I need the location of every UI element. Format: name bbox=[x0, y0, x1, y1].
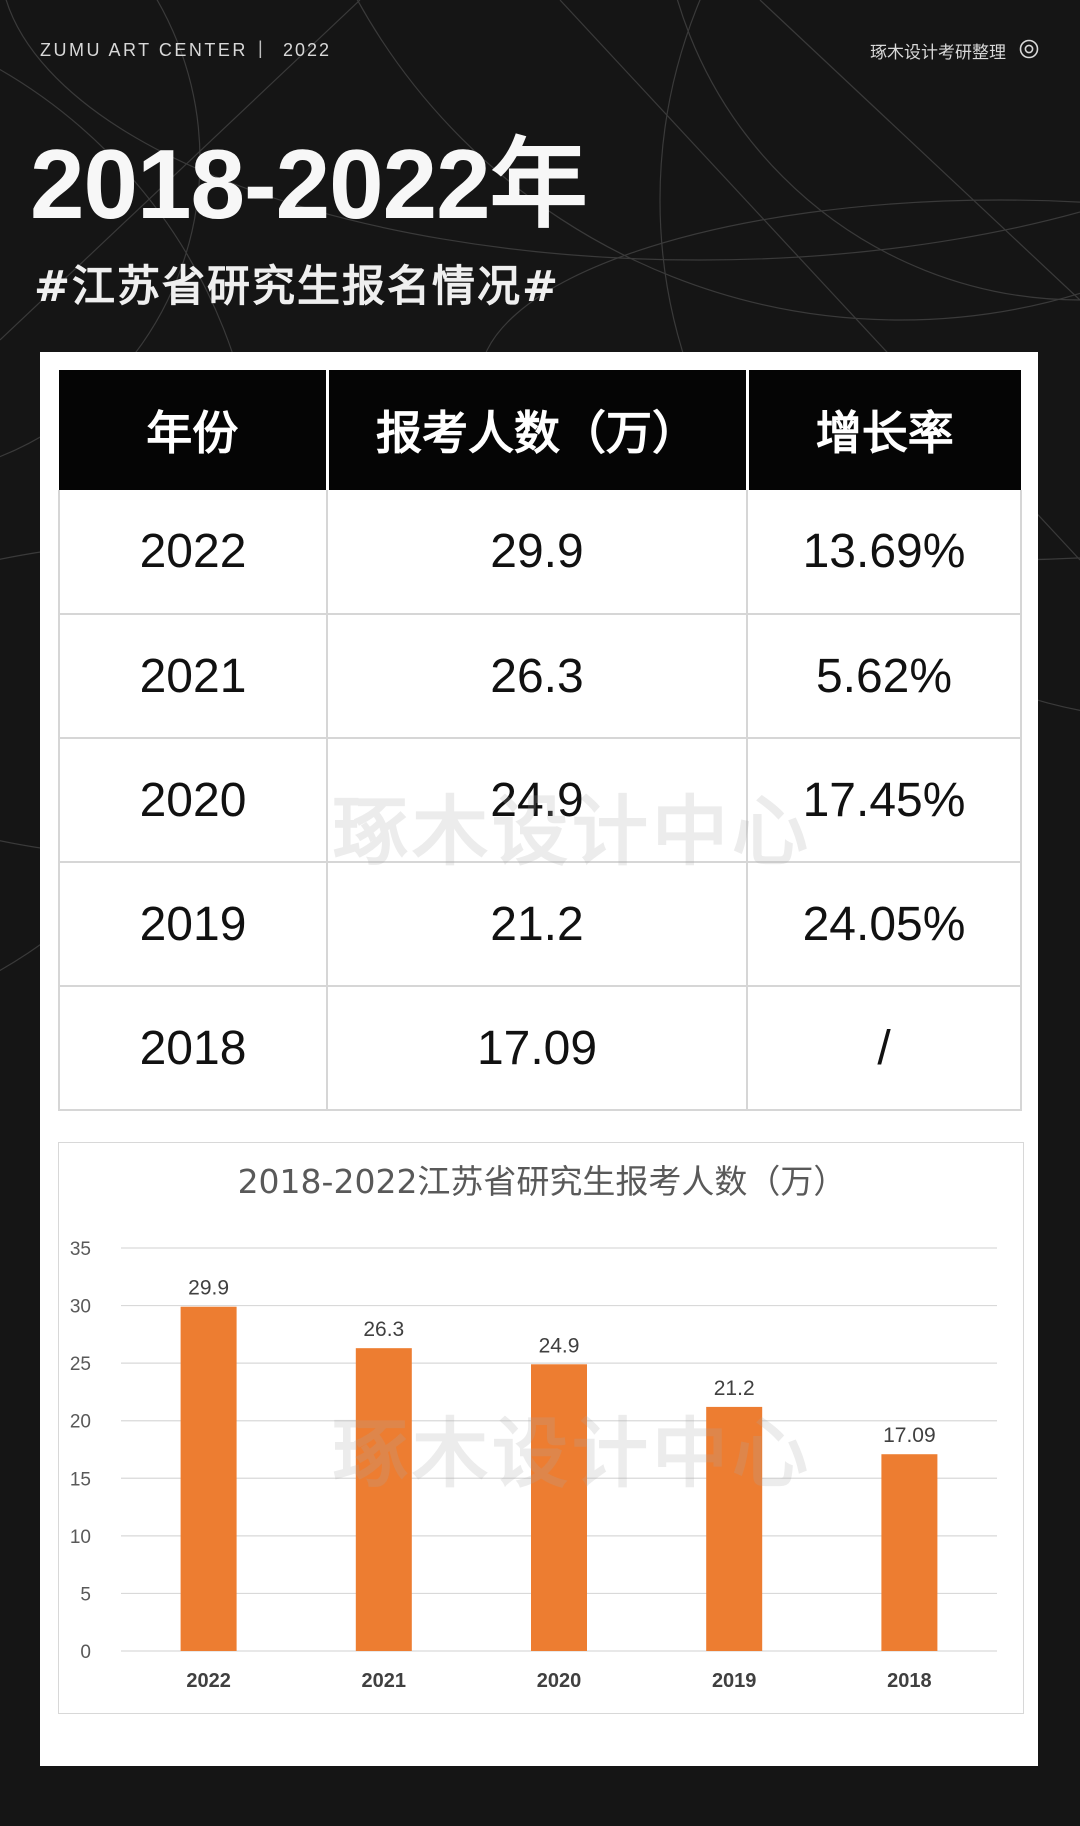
y-tick-label: 20 bbox=[70, 1412, 91, 1433]
cell-year: 2018 bbox=[58, 986, 328, 1111]
header-growth-rate: 增长率 bbox=[747, 370, 1021, 490]
cell-year: 2019 bbox=[58, 862, 328, 987]
cell-year: 2020 bbox=[58, 738, 328, 863]
cell-year: 2021 bbox=[58, 614, 328, 739]
chart-title: 2018-2022江苏省研究生报考人数（万） bbox=[238, 1162, 847, 1201]
chart-container: 2018-2022江苏省研究生报考人数（万） 0 5 10 15 20 25 30 35 29.9… bbox=[58, 1142, 1024, 1714]
cell-applicants: 24.9 bbox=[326, 738, 748, 863]
data-label: 21.2 bbox=[714, 1377, 755, 1400]
x-tick-label: 2019 bbox=[712, 1670, 757, 1692]
bar bbox=[706, 1406, 763, 1651]
cell-growth: 17.45% bbox=[746, 738, 1022, 863]
table-row: 2021 26.3 5.62% bbox=[58, 614, 1022, 739]
table-header-row: 年份 报考人数（万） 增长率 bbox=[59, 370, 1021, 490]
brand-year: 2022 bbox=[283, 40, 332, 60]
data-label: 29.9 bbox=[188, 1277, 229, 1300]
cell-growth: 13.69% bbox=[746, 490, 1022, 615]
table-row: 2019 21.2 24.05% bbox=[58, 862, 1022, 987]
credit-text: 琢木设计考研整理 bbox=[870, 43, 1006, 62]
page-title: 2018-2022年 bbox=[30, 129, 588, 239]
bar-chart: 2018-2022江苏省研究生报考人数（万） 0 5 10 15 20 25 30 35 29.9… bbox=[70, 1162, 997, 1692]
brand-name: ZUMU ART CENTER bbox=[40, 40, 248, 60]
page-subtitle: #江苏省研究生报名情况# bbox=[34, 262, 561, 312]
bar bbox=[180, 1306, 237, 1651]
x-tick-label: 2018 bbox=[887, 1670, 932, 1692]
x-tick-label: 2020 bbox=[537, 1670, 582, 1692]
data-label: 17.09 bbox=[883, 1424, 936, 1447]
y-tick-label: 25 bbox=[70, 1354, 91, 1375]
brand-separator: | bbox=[258, 38, 263, 58]
top-bar: ZUMU ART CENTER | 2022 琢木设计考研整理 bbox=[40, 38, 1040, 68]
y-tick-label: 5 bbox=[80, 1584, 91, 1605]
x-tick-label: 2022 bbox=[186, 1670, 231, 1692]
cell-growth: 24.05% bbox=[746, 862, 1022, 987]
cell-applicants: 29.9 bbox=[326, 490, 748, 615]
table-row: 2022 29.9 13.69% bbox=[58, 490, 1022, 615]
cell-growth: 5.62% bbox=[746, 614, 1022, 739]
header-year: 年份 bbox=[59, 370, 329, 490]
y-tick-label: 30 bbox=[70, 1297, 91, 1318]
x-tick-label: 2021 bbox=[362, 1670, 407, 1692]
bar bbox=[531, 1364, 587, 1651]
bar bbox=[881, 1454, 938, 1651]
table-row: 2020 24.9 17.45% bbox=[58, 738, 1022, 863]
header-applicants: 报考人数（万） bbox=[327, 370, 749, 490]
y-tick-label: 10 bbox=[70, 1527, 91, 1548]
bar bbox=[355, 1348, 412, 1651]
cell-growth: / bbox=[746, 986, 1022, 1111]
y-tick-label: 0 bbox=[80, 1642, 91, 1663]
target-icon bbox=[1019, 39, 1039, 59]
data-label: 26.3 bbox=[363, 1318, 404, 1341]
cell-applicants: 21.2 bbox=[326, 862, 748, 987]
data-table: 年份 报考人数（万） 增长率 2022 29.9 13.69% 2021 26.… bbox=[58, 370, 1022, 1111]
y-tick-label: 35 bbox=[70, 1239, 91, 1260]
table-row: 2018 17.09 / bbox=[58, 986, 1022, 1111]
cell-year: 2022 bbox=[58, 490, 328, 615]
y-tick-label: 15 bbox=[70, 1469, 91, 1490]
data-label: 24.9 bbox=[539, 1334, 580, 1357]
cell-applicants: 17.09 bbox=[326, 986, 748, 1111]
cell-applicants: 26.3 bbox=[326, 614, 748, 739]
